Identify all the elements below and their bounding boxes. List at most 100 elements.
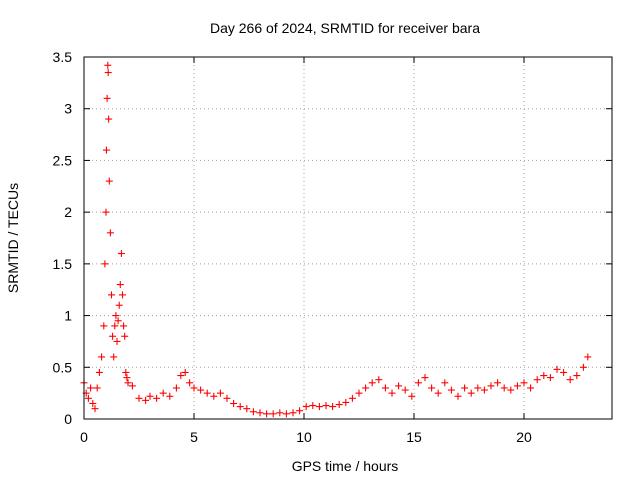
data-point <box>159 389 167 397</box>
y-tick-label: 2 <box>64 204 72 220</box>
y-tick-label: 2.5 <box>53 152 73 168</box>
x-tick-label: 10 <box>296 429 312 445</box>
data-point <box>102 208 110 216</box>
data-point <box>87 384 95 392</box>
data-point <box>388 389 396 397</box>
data-point <box>119 291 126 299</box>
data-point <box>256 409 264 417</box>
data-point <box>105 115 113 123</box>
data-point <box>172 384 180 392</box>
data-point <box>223 394 231 402</box>
data-point <box>124 379 132 387</box>
data-point <box>302 403 310 411</box>
data-point <box>289 409 297 417</box>
y-axis-title: SRMTID / TECUs <box>5 183 21 293</box>
data-point <box>368 379 376 387</box>
data-point <box>93 384 101 392</box>
data-point <box>566 376 574 384</box>
data-point <box>190 384 198 392</box>
x-tick-label: 0 <box>80 429 88 445</box>
x-axis-title: GPS time / hours <box>292 458 399 474</box>
data-point <box>282 410 290 418</box>
data-point <box>494 379 502 387</box>
data-point <box>355 389 363 397</box>
data-point <box>348 394 356 402</box>
data-point <box>100 322 108 330</box>
data-point <box>315 403 323 411</box>
data-point <box>335 401 343 409</box>
data-points-layer <box>80 61 592 418</box>
data-point <box>513 382 521 390</box>
data-point <box>181 368 189 376</box>
x-tick-label: 5 <box>190 429 198 445</box>
data-point <box>123 374 131 382</box>
plot-frame <box>83 56 613 420</box>
data-point <box>115 301 123 309</box>
y-tick-label: 1.5 <box>53 256 73 272</box>
data-point <box>447 386 455 394</box>
y-tick-label: 3.5 <box>53 49 73 65</box>
data-point <box>120 322 128 330</box>
data-point <box>309 402 317 410</box>
data-point <box>116 281 124 289</box>
x-tick-label: 20 <box>516 429 532 445</box>
data-point <box>441 379 449 387</box>
data-point <box>109 332 117 340</box>
tick-labels-layer: 0 5 10 15 20 0 0.5 1 1.5 2 2.5 3 3.5 <box>53 49 532 445</box>
data-point <box>401 386 409 394</box>
data-point <box>527 384 535 392</box>
data-point <box>91 405 99 413</box>
y-tick-label: 0 <box>64 411 72 427</box>
data-point <box>121 332 129 340</box>
data-point <box>414 379 422 387</box>
data-point <box>105 177 113 185</box>
data-point <box>113 337 121 345</box>
data-point <box>117 250 125 258</box>
data-point <box>454 392 462 400</box>
data-point <box>474 384 482 392</box>
data-point <box>146 392 154 400</box>
data-point <box>104 69 112 77</box>
data-point <box>236 403 244 411</box>
data-point <box>395 382 403 390</box>
data-point <box>322 402 330 410</box>
data-point <box>135 394 143 402</box>
data-point <box>230 399 238 407</box>
y-tick-label: 3 <box>64 101 72 117</box>
data-point <box>263 410 271 418</box>
data-point <box>249 408 257 416</box>
data-point <box>110 353 118 361</box>
data-point <box>428 384 436 392</box>
data-point <box>467 389 475 397</box>
data-point <box>579 363 587 371</box>
data-point <box>408 392 416 400</box>
data-point <box>296 407 304 415</box>
data-point <box>540 372 548 380</box>
data-point <box>122 368 130 376</box>
data-point <box>362 384 370 392</box>
data-point <box>153 394 161 402</box>
data-point <box>381 384 389 392</box>
grid-layer <box>84 57 612 419</box>
data-point <box>487 382 495 390</box>
data-point <box>276 409 284 417</box>
data-point <box>103 94 111 102</box>
data-point <box>573 372 581 380</box>
data-point <box>98 353 106 361</box>
data-point <box>210 392 218 400</box>
data-point <box>108 291 115 299</box>
data-point <box>500 384 508 392</box>
data-point <box>114 317 122 325</box>
data-point <box>584 353 592 361</box>
data-point <box>269 410 277 418</box>
data-point <box>421 374 429 382</box>
data-point <box>203 389 211 397</box>
data-point <box>101 260 109 268</box>
data-point <box>166 392 174 400</box>
data-point <box>461 384 469 392</box>
data-point <box>95 368 103 376</box>
data-point <box>520 379 528 387</box>
data-point <box>216 389 224 397</box>
